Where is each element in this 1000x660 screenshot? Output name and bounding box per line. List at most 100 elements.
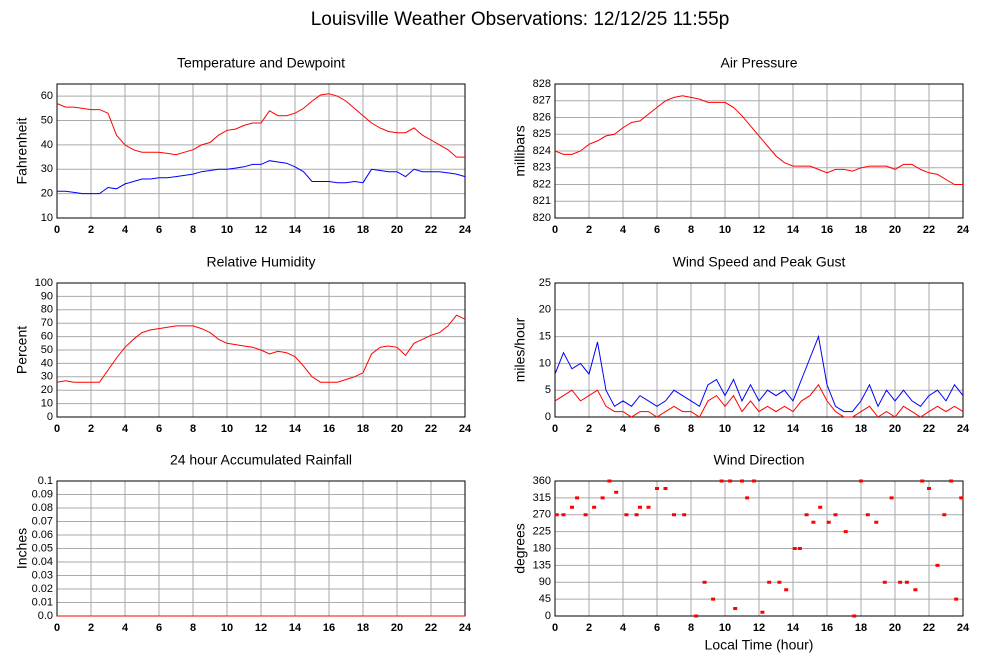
y-tick-label: 0.08 [32,502,53,514]
data-point [634,513,639,517]
data-point [935,563,940,567]
x-tick-label: 12 [753,622,765,634]
data-point [818,505,823,509]
y-tick-label: 10 [539,357,551,369]
data-point [777,580,782,584]
x-tick-label: 2 [586,423,592,435]
y-tick-label: 40 [41,357,53,369]
y-tick-label: 10 [41,398,53,410]
x-tick-label: 2 [88,224,94,236]
x-tick-label: 8 [190,622,196,634]
x-tick-label: 12 [255,423,267,435]
data-point [949,479,954,483]
y-tick-label: 0.07 [32,515,53,527]
x-tick-label: 2 [88,622,94,634]
y-tick-label: 40 [41,139,53,151]
data-point [751,479,756,483]
x-tick-label: 22 [425,622,437,634]
data-point [663,487,668,490]
data-point [874,520,879,524]
x-tick-label: 4 [620,622,627,634]
chart-title: Wind Speed and Peak Gust [673,254,846,270]
data-point [767,580,772,584]
data-point [600,496,605,500]
data-point [954,597,959,601]
x-tick-label: 8 [190,423,196,435]
data-point [811,520,816,524]
y-tick-label: 30 [41,163,53,175]
y-tick-label: 0.09 [32,488,53,500]
y-tick-label: 80 [41,304,53,316]
data-point [733,607,738,610]
y-tick-label: 0.01 [32,596,53,608]
x-tick-label: 10 [221,622,233,634]
x-tick-label: 24 [459,622,472,634]
x-tick-label: 14 [289,622,302,634]
x-tick-label: 20 [391,224,403,236]
series-line [56,314,466,383]
chart-title: Relative Humidity [207,254,316,270]
x-tick-label: 22 [923,224,935,236]
y-tick-label: 20 [41,384,53,396]
x-tick-label: 0 [552,224,558,236]
x-tick-label: 10 [221,224,233,236]
y-tick-label: 825 [533,128,551,140]
plot-frame [56,282,466,418]
x-axis-label: Local Time (hour) [705,637,814,653]
x-tick-label: 24 [957,224,970,236]
series-line [554,95,963,185]
data-point [638,505,642,509]
x-tick-label: 18 [357,622,369,634]
y-tick-label: 50 [41,344,53,356]
data-point [833,513,838,517]
data-point [740,479,744,483]
y-tick-label: 0.05 [32,542,53,554]
y-tick-label: 270 [533,509,551,521]
data-point [852,614,857,618]
y-tick-label: 828 [533,78,551,90]
data-point [561,513,566,517]
x-tick-label: 8 [688,423,694,435]
x-tick-label: 20 [391,423,403,435]
x-tick-label: 8 [190,224,196,236]
x-tick-label: 22 [923,622,935,634]
data-point [728,479,733,483]
x-tick-label: 16 [323,423,335,435]
y-tick-label: 225 [533,526,551,538]
y-tick-label: 10 [41,212,53,224]
data-point [865,513,870,517]
y-tick-label: 90 [41,290,53,302]
y-tick-label: 30 [41,371,53,383]
y-tick-label: 45 [539,593,551,605]
x-tick-label: 22 [923,423,935,435]
y-tick-label: 822 [533,178,551,190]
y-tick-label: 20 [539,304,551,316]
x-tick-label: 2 [88,423,94,435]
y-tick-label: 0.06 [32,529,53,541]
chart-title: Wind Direction [713,452,804,468]
data-point [624,513,629,517]
x-tick-label: 12 [255,224,267,236]
chart-title: Air Pressure [720,55,797,71]
y-tick-label: 100 [35,277,53,289]
data-point [859,479,863,483]
data-point [927,487,931,490]
data-point [745,496,750,500]
data-point [592,505,597,509]
data-point [797,547,802,550]
x-tick-label: 2 [586,224,592,236]
x-tick-label: 4 [122,622,129,634]
data-point [826,520,831,524]
x-tick-label: 20 [889,622,901,634]
y-tick-label: 90 [539,576,551,588]
data-point [882,580,887,584]
plot-frame [554,480,964,617]
x-tick-label: 0 [552,423,558,435]
y-tick-label: 25 [539,277,551,289]
data-point [898,580,903,584]
x-tick-label: 8 [688,622,694,634]
x-tick-label: 12 [255,622,267,634]
data-point [570,505,574,509]
y-tick-label: 360 [533,475,551,487]
series-line [56,93,465,158]
